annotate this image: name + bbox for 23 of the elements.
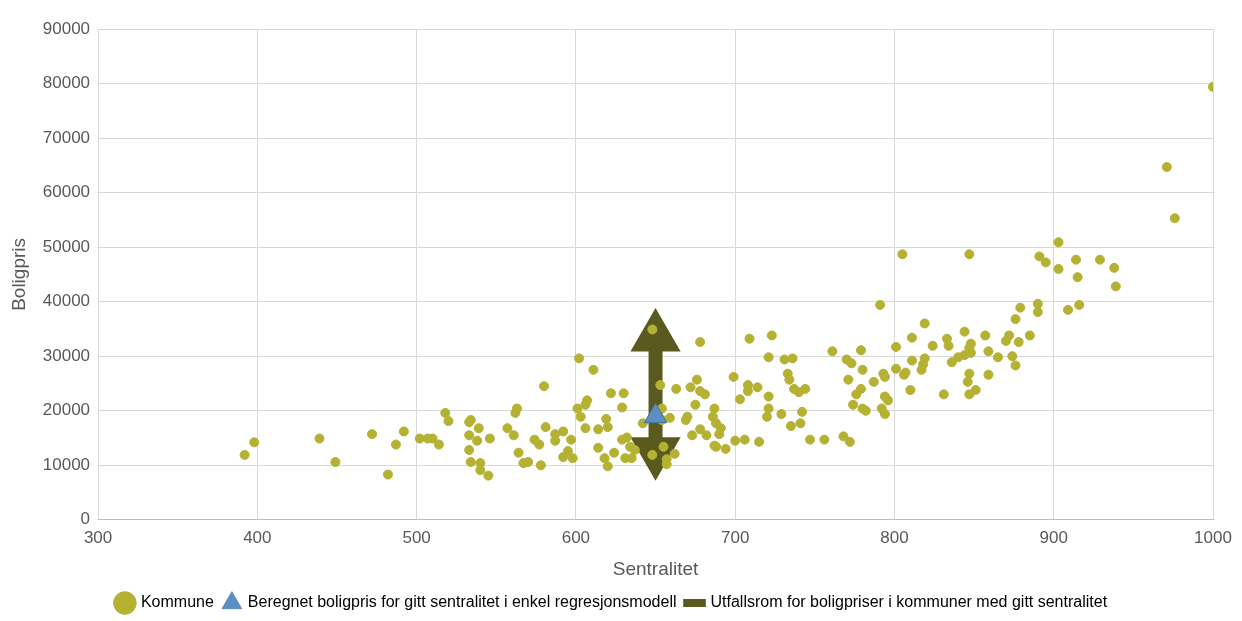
y-tick-label: 10000 — [42, 454, 91, 474]
y-tick-label: 40000 — [42, 291, 91, 311]
y-tick-label: 80000 — [42, 73, 91, 93]
x-tick-label: 400 — [243, 527, 272, 547]
y-axis-title: Boligpris — [7, 237, 29, 311]
x-tick-label: 1000 — [1194, 527, 1232, 547]
legend-label: Kommune — [140, 593, 214, 611]
x-tick-label: 300 — [83, 527, 113, 547]
x-tick-label: 800 — [880, 527, 909, 547]
x-tick-label: 700 — [720, 527, 750, 547]
y-tick-label: 60000 — [42, 182, 91, 202]
x-axis-title: Sentralitet — [612, 557, 700, 579]
legend-label: Utfallsrom for boligpriser i kommuner med gitt sentralitet — [710, 593, 1108, 611]
y-tick-label: 50000 — [42, 236, 91, 256]
y-tick-label: 90000 — [42, 18, 91, 38]
y-tick-label: 30000 — [42, 345, 91, 365]
legend-label: Beregnet boligpris for gitt sentralitet i enkel regresjonsmodell — [247, 593, 677, 611]
x-tick-label: 900 — [1039, 527, 1068, 547]
x-tick-label: 500 — [402, 527, 431, 547]
y-tick-label: 70000 — [42, 127, 91, 147]
y-tick-label: 20000 — [42, 400, 91, 420]
y-tick-label: 0 — [80, 509, 91, 529]
x-tick-label: 600 — [561, 527, 591, 547]
